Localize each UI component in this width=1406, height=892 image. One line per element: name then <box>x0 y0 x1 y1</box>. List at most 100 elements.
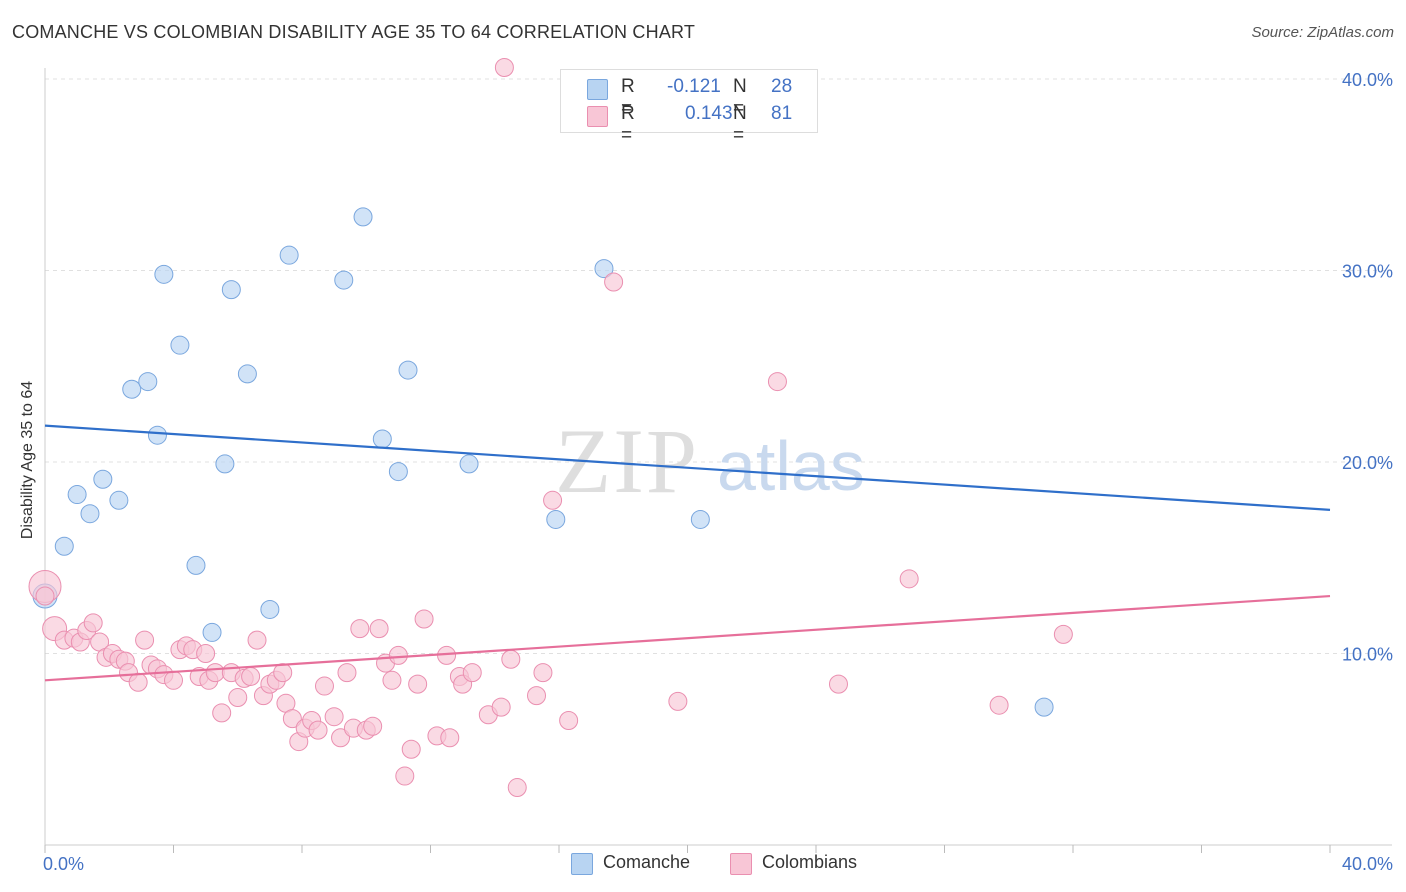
colombian-point <box>533 663 553 683</box>
colombian-point <box>350 619 370 639</box>
comanche-point <box>147 425 167 445</box>
stats-legend: R = -0.121 N = 28 R = 0.143 N = 81 <box>560 69 818 146</box>
comanche-point <box>690 509 710 529</box>
colombian-point <box>382 670 402 690</box>
comanche-point <box>594 259 614 279</box>
colombian-point <box>395 766 415 786</box>
colombian-point <box>828 674 848 694</box>
colombian-point <box>668 691 688 711</box>
colombian-point <box>414 609 434 629</box>
colombian-point <box>196 644 216 663</box>
colombian-point <box>543 490 563 510</box>
colombians-swatch <box>730 853 752 875</box>
colombian-point <box>527 686 547 706</box>
colombian-point <box>604 272 624 292</box>
colombian-point <box>314 676 334 696</box>
colombian-point <box>507 778 527 798</box>
comanche-point <box>546 509 566 529</box>
colombian-point <box>273 663 293 683</box>
comanche-swatch <box>571 853 593 875</box>
comanche-point <box>170 335 190 355</box>
legend-n-value: 81 <box>771 103 793 124</box>
chart-title: COMANCHE VS COLOMBIAN DISABILITY AGE 35 … <box>12 22 696 42</box>
colombian-point <box>369 619 389 639</box>
comanche-point <box>353 207 373 227</box>
trend-lines <box>44 424 1331 682</box>
watermark-atlas: atlas <box>717 427 865 505</box>
source-attribution: Source: ZipAtlas.com <box>1251 24 1394 41</box>
bottom-legend-label: Comanche <box>603 852 691 872</box>
legend-n-value: 28 <box>771 76 793 97</box>
x-tick-label: 0.0% <box>43 854 84 874</box>
comanche-point <box>215 454 235 474</box>
legend-r-value: -0.121 <box>667 76 721 97</box>
comanche-point <box>334 270 354 290</box>
comanche-point <box>67 485 87 505</box>
comanche-point <box>260 599 280 619</box>
colombian-point <box>324 707 344 727</box>
comanche-point <box>122 379 142 399</box>
comanche-point <box>186 555 206 575</box>
comanche-trend-line <box>44 424 1331 511</box>
legend-r-label: R = <box>621 76 635 119</box>
y-axis-label: Disability Age 35 to 64 <box>19 380 36 540</box>
comanche-point <box>138 372 158 392</box>
comanche-point <box>80 504 100 524</box>
colombian-point <box>35 586 55 606</box>
comanche-swatch <box>587 79 608 100</box>
grid-lines <box>45 78 1392 654</box>
colombian-point <box>462 663 482 683</box>
colombian-point <box>1053 624 1073 644</box>
comanche-point <box>1034 697 1054 717</box>
comanche-point <box>202 622 222 642</box>
tick-labels: 10.0% 20.0% 30.0% 40.0% 0.0% 40.0% <box>43 70 1393 874</box>
colombian-point <box>128 672 148 692</box>
colombian-point <box>164 670 183 690</box>
bottom-legend-label: Colombians <box>762 852 858 872</box>
colombian-point <box>308 720 328 740</box>
comanche-point <box>154 264 174 284</box>
legend-r-value: 0.143 <box>685 103 733 124</box>
colombian-point <box>767 372 787 392</box>
colombian-point <box>331 728 351 748</box>
y-tick-label: 10.0% <box>1342 645 1393 665</box>
colombian-point <box>212 703 232 723</box>
data-points <box>28 58 1073 798</box>
y-tick-label: 30.0% <box>1342 262 1393 282</box>
x-tick-label: 40.0% <box>1342 854 1393 874</box>
comanche-point <box>109 490 129 510</box>
y-tick-label: 40.0% <box>1342 70 1393 90</box>
comanche-point <box>459 454 479 474</box>
colombian-point <box>337 663 357 683</box>
axes <box>44 68 1392 853</box>
colombian-point <box>440 728 460 748</box>
colombian-point <box>501 649 521 669</box>
comanche-point <box>388 462 408 482</box>
colombian-point <box>491 697 511 717</box>
colombian-point <box>401 739 421 759</box>
y-tick-label: 20.0% <box>1342 453 1393 473</box>
comanche-point <box>221 280 241 300</box>
colombian-trend-line <box>44 594 1331 682</box>
colombian-point <box>241 666 261 686</box>
colombian-point <box>135 630 155 650</box>
colombian-point <box>408 674 428 694</box>
colombian-point <box>989 695 1009 715</box>
comanche-point <box>372 429 392 449</box>
colombian-point <box>247 630 267 650</box>
colombian-point <box>282 709 302 729</box>
colombian-point <box>83 613 103 633</box>
colombian-point <box>205 663 225 683</box>
legend-r-label: R = <box>621 103 635 146</box>
comanche-point <box>237 364 257 384</box>
comanche-point <box>93 469 113 489</box>
colombian-point <box>228 688 248 708</box>
colombian-point <box>363 716 383 736</box>
comanche-point <box>279 245 299 265</box>
colombian-point <box>899 569 919 589</box>
legend-n-label: N = <box>733 103 747 146</box>
colombian-point <box>559 711 579 731</box>
comanche-point <box>398 360 418 380</box>
comanche-point <box>54 536 74 556</box>
